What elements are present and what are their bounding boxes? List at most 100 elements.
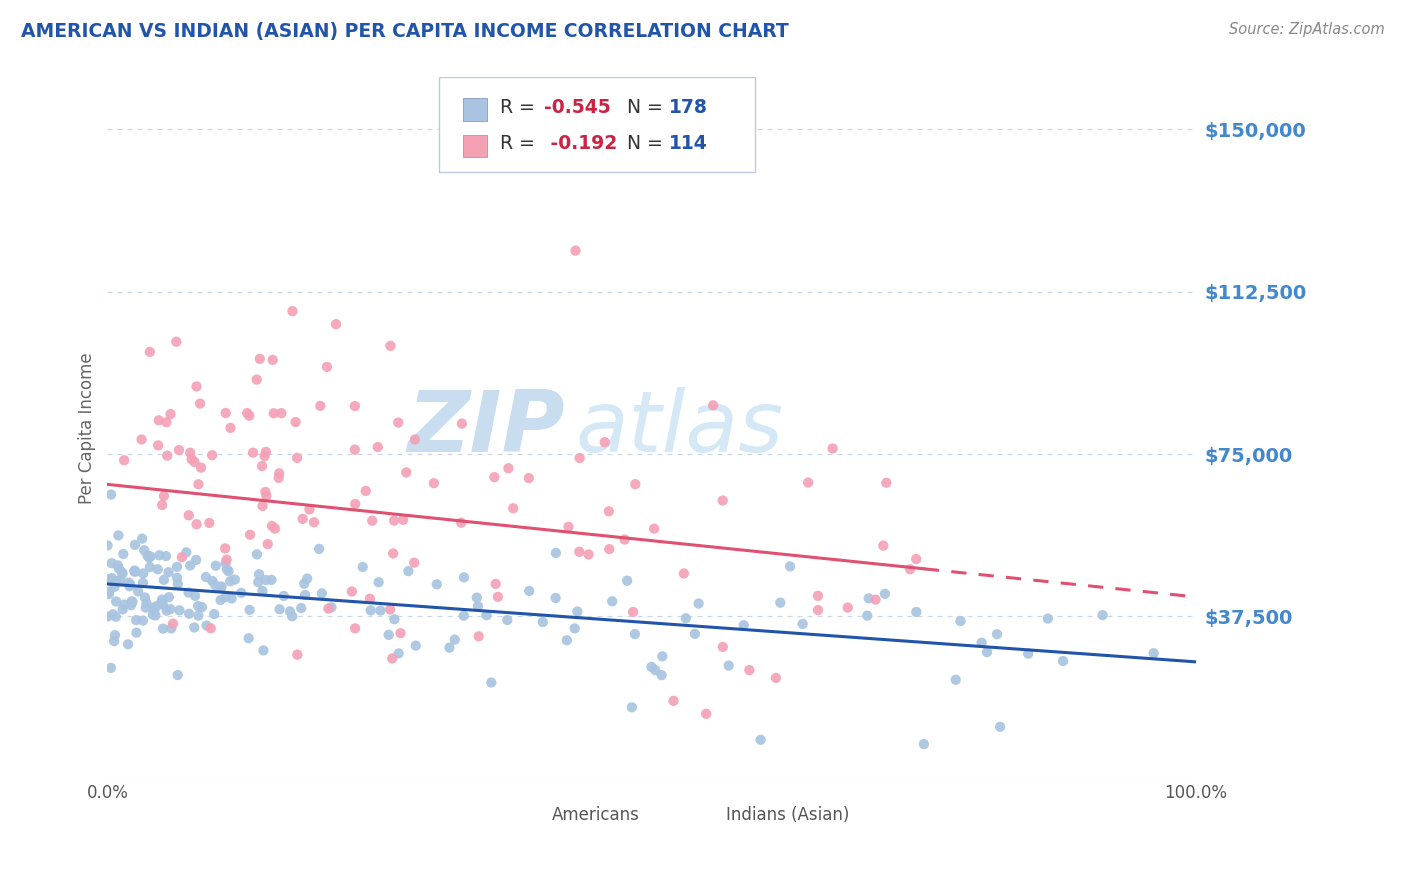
Point (651, 668, 673, 682)
Point (150, 596, 173, 610)
Point (343, 399, 366, 413)
Point (125, 613, 148, 627)
Point (380, 339, 402, 353)
Point (475, 608, 498, 623)
Point (247, 575, 270, 590)
Point (100, 661, 122, 675)
Point (142, 607, 165, 622)
Point (387, 647, 409, 661)
Point (384, 612, 406, 626)
Point (139, 560, 162, 574)
Point (387, 416, 409, 430)
Point (218, 564, 240, 578)
Point (905, 552, 928, 566)
Point (190, 460, 212, 475)
Point (354, 483, 377, 498)
Point (986, 627, 1008, 641)
Bar (464, 98, 488, 120)
Point (98, 584, 121, 599)
Point (176, 545, 198, 559)
Point (100, 487, 122, 501)
Point (479, 675, 502, 690)
Point (110, 573, 132, 587)
Point (367, 440, 389, 454)
Point (382, 546, 405, 560)
Point (124, 564, 146, 578)
Point (898, 562, 921, 576)
Point (260, 573, 283, 587)
Point (382, 514, 405, 528)
Point (209, 593, 232, 607)
Point (717, 658, 740, 673)
Point (254, 489, 277, 503)
Point (467, 629, 489, 643)
Point (644, 663, 666, 677)
Text: 178: 178 (669, 97, 709, 117)
Point (502, 501, 524, 516)
Point (238, 409, 260, 423)
Point (159, 602, 181, 616)
Point (107, 528, 129, 542)
Point (159, 407, 181, 421)
Point (188, 396, 211, 410)
Point (496, 613, 519, 627)
Point (865, 592, 887, 607)
Point (309, 399, 332, 413)
Point (202, 607, 225, 621)
Point (132, 566, 155, 581)
Point (134, 543, 156, 558)
Point (976, 645, 998, 659)
Point (131, 532, 153, 546)
Point (578, 548, 600, 562)
Text: R =: R = (501, 97, 541, 117)
Point (97, 572, 120, 586)
Point (465, 591, 488, 605)
Point (1017, 647, 1039, 661)
Point (807, 603, 830, 617)
Point (104, 609, 127, 624)
Point (256, 537, 278, 551)
Point (281, 304, 304, 318)
Point (183, 620, 205, 634)
Y-axis label: Per Capita Income: Per Capita Income (79, 352, 96, 504)
Point (105, 574, 128, 589)
Point (298, 502, 321, 516)
Point (204, 578, 226, 592)
Point (143, 608, 166, 623)
Point (616, 574, 638, 588)
Point (121, 594, 143, 608)
Point (486, 590, 509, 604)
Point (262, 519, 284, 533)
Point (219, 421, 242, 435)
Text: 114: 114 (669, 134, 707, 153)
Point (738, 663, 761, 677)
Point (443, 632, 465, 647)
Point (912, 737, 935, 751)
Point (118, 579, 141, 593)
Point (148, 413, 170, 427)
Point (184, 589, 207, 603)
Point (688, 597, 710, 611)
Point (544, 591, 567, 605)
Point (224, 573, 246, 587)
Point (238, 631, 260, 645)
Point (1052, 654, 1074, 668)
Point (155, 549, 177, 563)
Bar (464, 135, 488, 157)
Point (517, 584, 540, 599)
Point (856, 608, 879, 623)
Point (221, 591, 243, 606)
Point (239, 527, 262, 541)
Point (152, 597, 174, 611)
Text: -0.192: -0.192 (544, 134, 617, 153)
Point (311, 586, 333, 600)
Point (621, 605, 644, 619)
Point (321, 600, 343, 615)
Point (262, 352, 284, 367)
Text: Americans: Americans (551, 806, 640, 824)
Point (160, 622, 183, 636)
Point (166, 577, 188, 591)
Point (143, 600, 166, 615)
Point (484, 470, 506, 484)
Point (404, 433, 426, 447)
